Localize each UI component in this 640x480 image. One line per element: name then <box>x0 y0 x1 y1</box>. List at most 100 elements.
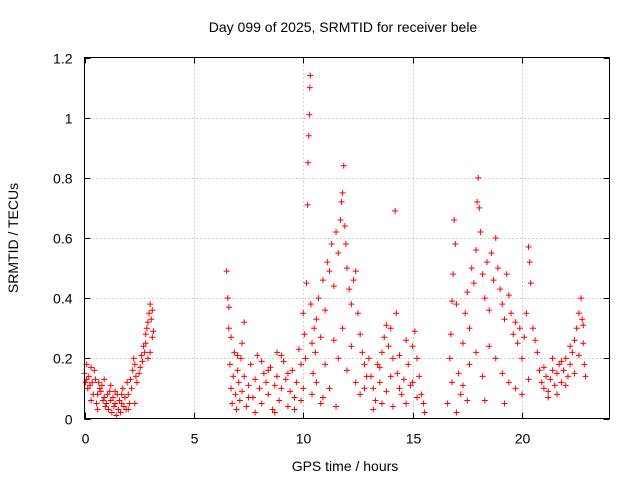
data-point <box>307 72 314 79</box>
data-point <box>372 397 379 404</box>
data-point <box>144 319 151 326</box>
data-point <box>101 376 108 383</box>
data-point <box>146 310 153 317</box>
data-point <box>529 325 536 332</box>
data-point <box>421 409 428 416</box>
data-point <box>341 222 348 229</box>
data-point <box>234 352 241 359</box>
data-point <box>128 385 135 392</box>
data-point <box>300 385 307 392</box>
data-point <box>322 361 329 368</box>
data-point <box>554 391 560 398</box>
data-point <box>473 247 480 254</box>
data-point <box>370 406 377 413</box>
data-point <box>84 385 91 392</box>
data-point <box>578 295 585 302</box>
data-point <box>97 388 104 395</box>
data-point <box>231 349 238 356</box>
data-point <box>492 355 499 362</box>
data-point <box>346 286 353 293</box>
data-point <box>100 397 107 404</box>
data-point <box>144 355 151 362</box>
data-point <box>352 379 359 386</box>
data-point <box>241 319 248 326</box>
data-point <box>315 295 322 302</box>
data-point <box>567 361 574 368</box>
data-point <box>109 394 116 401</box>
x-tick-label: 15 <box>406 431 422 447</box>
data-point <box>579 316 586 323</box>
data-point <box>310 370 317 377</box>
data-point <box>324 259 331 266</box>
data-point <box>464 397 471 404</box>
data-point <box>284 370 291 377</box>
data-point <box>289 367 296 374</box>
data-point <box>233 406 240 413</box>
data-point <box>523 310 530 317</box>
data-point <box>317 334 324 341</box>
data-point <box>300 310 307 317</box>
data-point <box>409 379 416 386</box>
data-point <box>354 310 361 317</box>
data-point <box>516 325 523 332</box>
data-point <box>476 204 483 211</box>
data-point <box>370 385 377 392</box>
data-point <box>142 340 149 347</box>
data-point <box>383 322 390 329</box>
data-point <box>361 385 368 392</box>
data-point <box>232 391 239 398</box>
data-point <box>556 361 563 368</box>
data-point <box>342 241 349 248</box>
data-point <box>319 394 326 401</box>
data-point <box>307 301 314 308</box>
data-point <box>459 340 466 347</box>
data-point <box>392 207 399 214</box>
data-point <box>466 325 473 332</box>
data-point <box>468 265 475 272</box>
data-point <box>457 391 464 398</box>
y-axis-label: SRMTID / TECUs <box>5 183 21 293</box>
data-point <box>313 316 320 323</box>
data-point <box>129 367 136 374</box>
data-point <box>117 409 124 416</box>
data-point <box>540 364 547 371</box>
data-point <box>132 373 139 380</box>
data-point <box>284 403 291 410</box>
data-point <box>505 292 512 299</box>
data-point <box>446 355 453 362</box>
data-point <box>379 400 385 407</box>
data-point <box>549 367 556 374</box>
data-point <box>551 382 558 389</box>
data-point <box>101 394 108 401</box>
data-point <box>126 400 133 407</box>
data-point <box>519 391 525 398</box>
data-point <box>567 343 574 350</box>
data-point <box>582 373 589 380</box>
data-point <box>405 361 412 368</box>
data-point <box>532 337 539 344</box>
data-point <box>387 373 394 380</box>
data-point <box>141 349 148 356</box>
data-point <box>298 361 305 368</box>
data-point <box>481 397 488 404</box>
data-point <box>258 400 265 407</box>
data-point <box>479 271 486 278</box>
data-point <box>484 259 490 266</box>
data-point <box>148 316 155 323</box>
data-point <box>149 334 156 341</box>
data-point <box>453 409 460 416</box>
data-point <box>271 409 278 416</box>
data-point <box>236 397 243 404</box>
data-point <box>521 334 528 341</box>
data-point <box>479 373 486 380</box>
data-point <box>407 382 414 389</box>
data-point <box>470 280 477 287</box>
data-point <box>256 385 263 392</box>
y-tick-label: 0.2 <box>53 351 73 367</box>
data-point <box>338 198 345 205</box>
data-point <box>330 337 337 344</box>
data-point <box>368 373 375 380</box>
data-point <box>278 352 285 359</box>
data-point <box>313 379 320 386</box>
data-point <box>237 355 244 362</box>
